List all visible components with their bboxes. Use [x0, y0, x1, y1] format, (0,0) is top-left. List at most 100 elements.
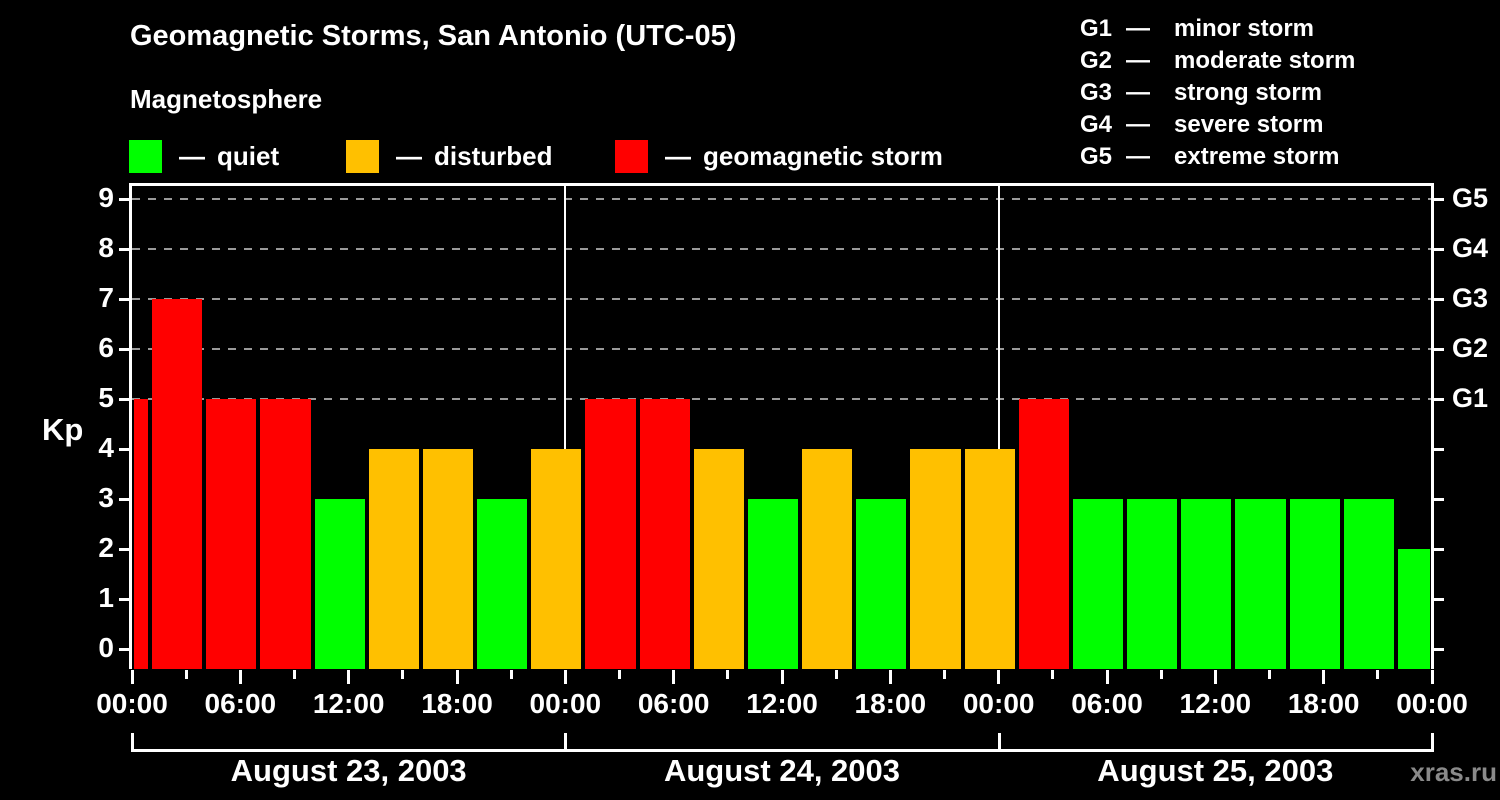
y-axis-title: Kp — [42, 412, 84, 447]
x-axis-major-tick — [780, 670, 784, 684]
y-axis-tick-right — [1431, 197, 1444, 201]
kp-bar — [1181, 499, 1232, 669]
y-axis-tick-left — [119, 297, 132, 301]
x-axis-major-tick — [997, 670, 1001, 684]
y-tick-label: 5 — [98, 382, 114, 413]
storm-color-swatch — [615, 139, 648, 173]
time-tick-label: 00:00 — [1396, 688, 1468, 719]
x-axis-minor-tick — [1268, 670, 1271, 679]
x-axis-minor-tick — [726, 670, 730, 679]
g1-description: minor storm — [1174, 15, 1315, 42]
time-tick-label: 18:00 — [421, 688, 493, 719]
day-separator-line — [997, 183, 1000, 669]
chart-subtitle: Magnetosphere — [130, 84, 323, 114]
kp-gridline-7 — [132, 298, 1432, 300]
g-level-label-g3: G3 — [1452, 283, 1489, 313]
g-legend-dash: — — [1126, 79, 1150, 106]
kp-gridline-8 — [132, 248, 1432, 250]
day-separator-line — [564, 183, 567, 669]
y-tick-label: 6 — [98, 332, 114, 363]
time-tick-label: 12:00 — [746, 688, 818, 719]
y-tick-label: 8 — [98, 232, 114, 263]
legend-dash: — — [665, 140, 691, 171]
y-tick-label: 3 — [98, 482, 114, 513]
kp-gridline-6 — [132, 348, 1432, 350]
kp-bar — [747, 499, 799, 669]
date-label: August 24, 2003 — [663, 753, 901, 788]
y-tick-label: 4 — [98, 432, 114, 463]
time-tick-label: 06:00 — [204, 688, 277, 719]
g-legend-dash: — — [1126, 143, 1150, 170]
g1-code: G1 — [1080, 15, 1113, 42]
plot-frame — [129, 183, 1434, 669]
legend-item-storm: — geomagnetic storm — [615, 139, 943, 173]
day-bracket-tick — [131, 733, 134, 752]
legend-label-quiet: quiet — [217, 140, 280, 171]
y-axis-tick-left — [119, 647, 132, 651]
x-axis-major-tick — [1430, 670, 1434, 684]
watermark: xras.ru — [1410, 757, 1497, 787]
day-bracket-tick — [1431, 733, 1434, 752]
y-tick-label: 0 — [98, 632, 114, 663]
kp-bar — [260, 399, 311, 669]
x-axis-minor-tick — [1159, 670, 1163, 679]
y-axis-tick-right — [1431, 597, 1444, 601]
time-tick-label: 00:00 — [96, 688, 168, 719]
kp-bar — [422, 449, 474, 669]
g5-description: extreme storm — [1174, 143, 1340, 170]
x-axis-minor-tick — [401, 670, 405, 679]
g4-code: G4 — [1080, 111, 1113, 138]
g-level-label-g2: G2 — [1452, 333, 1489, 363]
kp-bar — [1397, 549, 1430, 669]
kp-gridline-5 — [132, 398, 1432, 400]
kp-gridline-9 — [132, 198, 1432, 200]
g-legend-dash: — — [1126, 47, 1150, 74]
y-tick-label: 7 — [98, 282, 114, 313]
y-axis-tick-left — [119, 347, 132, 351]
y-axis-tick-left — [119, 197, 132, 201]
y-axis-tick-left — [119, 397, 132, 401]
kp-bar — [910, 449, 961, 669]
day-bracket-tick — [564, 733, 568, 752]
g-level-label-g4: G4 — [1452, 233, 1489, 263]
kp-bar — [1343, 499, 1394, 669]
kp-bar — [1289, 499, 1340, 669]
day-bracket-line — [132, 749, 566, 752]
g-level-label-g5: G5 — [1452, 183, 1489, 213]
quiet-color-swatch — [129, 139, 162, 173]
legend-item-disturbed: — disturbed — [346, 139, 552, 173]
x-axis-minor-tick — [618, 670, 621, 679]
x-axis-major-tick — [347, 670, 351, 684]
date-label: August 23, 2003 — [230, 753, 467, 788]
day-bracket-tick — [997, 733, 1001, 752]
x-axis-major-tick — [563, 670, 567, 684]
x-axis-major-tick — [672, 670, 676, 684]
g2-description: moderate storm — [1174, 47, 1356, 74]
kp-bar — [1018, 399, 1069, 669]
y-axis-tick-left — [119, 547, 132, 551]
time-tick-label: 18:00 — [854, 688, 927, 719]
x-axis-minor-tick — [509, 670, 513, 679]
g-legend-dash: — — [1126, 111, 1150, 138]
y-axis-tick-left — [119, 497, 132, 501]
g-scale-row-g4: G4 — severe storm — [1080, 109, 1355, 141]
kp-bar — [1235, 499, 1286, 669]
legend-label-storm: geomagnetic storm — [703, 140, 943, 171]
g4-description: severe storm — [1174, 111, 1324, 138]
kp-bar — [314, 499, 365, 669]
kp-bar — [693, 449, 744, 669]
kp-bar — [856, 499, 907, 669]
g-scale-row-g2: G2 — moderate storm — [1080, 45, 1355, 77]
kp-bar — [152, 299, 203, 669]
day-bracket-line — [998, 749, 1432, 752]
g-scale-legend: G1 — minor storm G2 — moderate storm G3 … — [1080, 13, 1355, 173]
x-axis-major-tick — [455, 670, 459, 684]
x-axis-major-tick — [888, 670, 892, 684]
x-axis-minor-tick — [1376, 670, 1380, 679]
time-tick-label: 12:00 — [312, 688, 385, 719]
g3-description: strong storm — [1174, 79, 1323, 106]
kp-bar — [585, 399, 636, 669]
kp-bar — [134, 399, 149, 669]
